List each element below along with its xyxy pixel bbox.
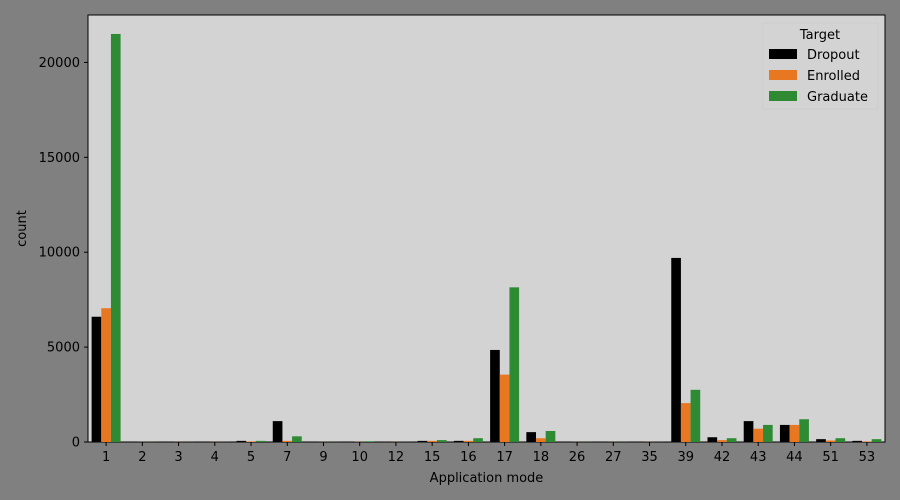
bar-graduate-51 [835,438,846,442]
bar-graduate-1 [110,33,121,442]
y-tick-label: 0 [72,436,80,451]
legend-title: Target [799,28,840,43]
bar-enrolled-15 [427,440,437,442]
bar-dropout-42 [707,437,718,442]
x-tick-label: 3 [174,450,182,465]
x-tick-label: 4 [211,450,219,465]
bar-graduate-53 [871,439,882,442]
legend-swatch-enrolled [769,70,797,80]
bar-graduate-43 [763,424,773,442]
x-tick-label: 43 [750,450,767,465]
x-tick-label: 17 [496,450,513,465]
x-tick-label: 15 [424,450,441,465]
x-tick-label: 10 [351,450,368,465]
bar-graduate-5 [255,440,266,442]
x-tick-label: 18 [533,450,550,465]
bar-dropout-17 [490,349,500,442]
legend: Target Dropout Enrolled Graduate [762,22,879,110]
bar-enrolled-51 [825,440,836,442]
bar-graduate-39 [690,389,701,442]
legend-swatch-dropout [769,49,797,59]
x-tick-label: 12 [388,450,405,465]
y-axis-label: count [15,210,30,247]
bar-enrolled-42 [717,440,727,442]
legend-label-graduate: Graduate [807,90,868,105]
x-tick-label: 39 [677,450,694,465]
bar-dropout-39 [671,257,681,442]
x-tick-label: 16 [460,450,477,465]
bar-enrolled-53 [862,441,872,442]
x-tick-label: 35 [641,450,658,465]
bar-graduate-16 [473,438,483,442]
bar-enrolled-17 [499,374,510,442]
bar-enrolled-5 [246,441,256,442]
bar-graduate-18 [545,430,556,442]
x-tick-label: 44 [786,450,803,465]
legend-box [762,22,879,110]
bar-enrolled-43 [753,428,764,442]
bar-dropout-5 [236,440,247,442]
x-tick-label: 9 [319,450,327,465]
x-tick-label: 5 [247,450,255,465]
x-tick-label: 2 [138,450,146,465]
bar-dropout-15 [417,440,428,442]
y-tick-label: 20000 [39,56,80,71]
x-tick-label: 26 [569,450,586,465]
legend-label-enrolled: Enrolled [807,69,860,84]
bar-dropout-16 [453,440,464,442]
bar-dropout-7 [272,421,283,442]
bar-enrolled-39 [680,403,691,442]
bars-group [91,33,882,442]
bar-enrolled-7 [282,440,293,442]
bar-enrolled-16 [463,440,474,442]
y-tick-label: 5000 [47,341,80,356]
y-tick-label: 15000 [39,151,80,166]
bar-dropout-51 [816,439,826,442]
bar-dropout-18 [526,432,537,442]
bar-graduate-44 [799,419,809,442]
x-tick-label: 42 [714,450,731,465]
bar-enrolled-18 [536,438,546,442]
bar-dropout-43 [743,421,754,442]
bar-graduate-15 [436,440,447,442]
y-axis: 0 5000 10000 15000 20000 [39,56,88,451]
x-axis-label: Application mode [430,471,544,486]
bar-enrolled-44 [789,424,800,442]
x-tick-label: 7 [283,450,291,465]
x-axis: 1 2 3 4 5 7 9 10 12 15 16 17 18 26 27 35 39 42 43 44 51 53 [102,442,875,465]
x-tick-label: 51 [822,450,839,465]
legend-label-dropout: Dropout [807,48,860,63]
x-tick-label: 27 [605,450,622,465]
x-tick-label: 1 [102,450,110,465]
x-tick-label: 53 [859,450,876,465]
bar-graduate-17 [509,287,520,442]
bar-graduate-7 [292,436,302,442]
bar-graduate-42 [726,438,737,442]
bar-graduate-10 [364,441,375,442]
bar-dropout-44 [779,424,790,442]
bar-dropout-1 [91,316,102,442]
y-tick-label: 10000 [39,246,80,261]
bar-dropout-53 [852,440,863,442]
bar-enrolled-1 [101,308,111,442]
plot-area [87,14,886,443]
legend-swatch-graduate [769,91,797,101]
